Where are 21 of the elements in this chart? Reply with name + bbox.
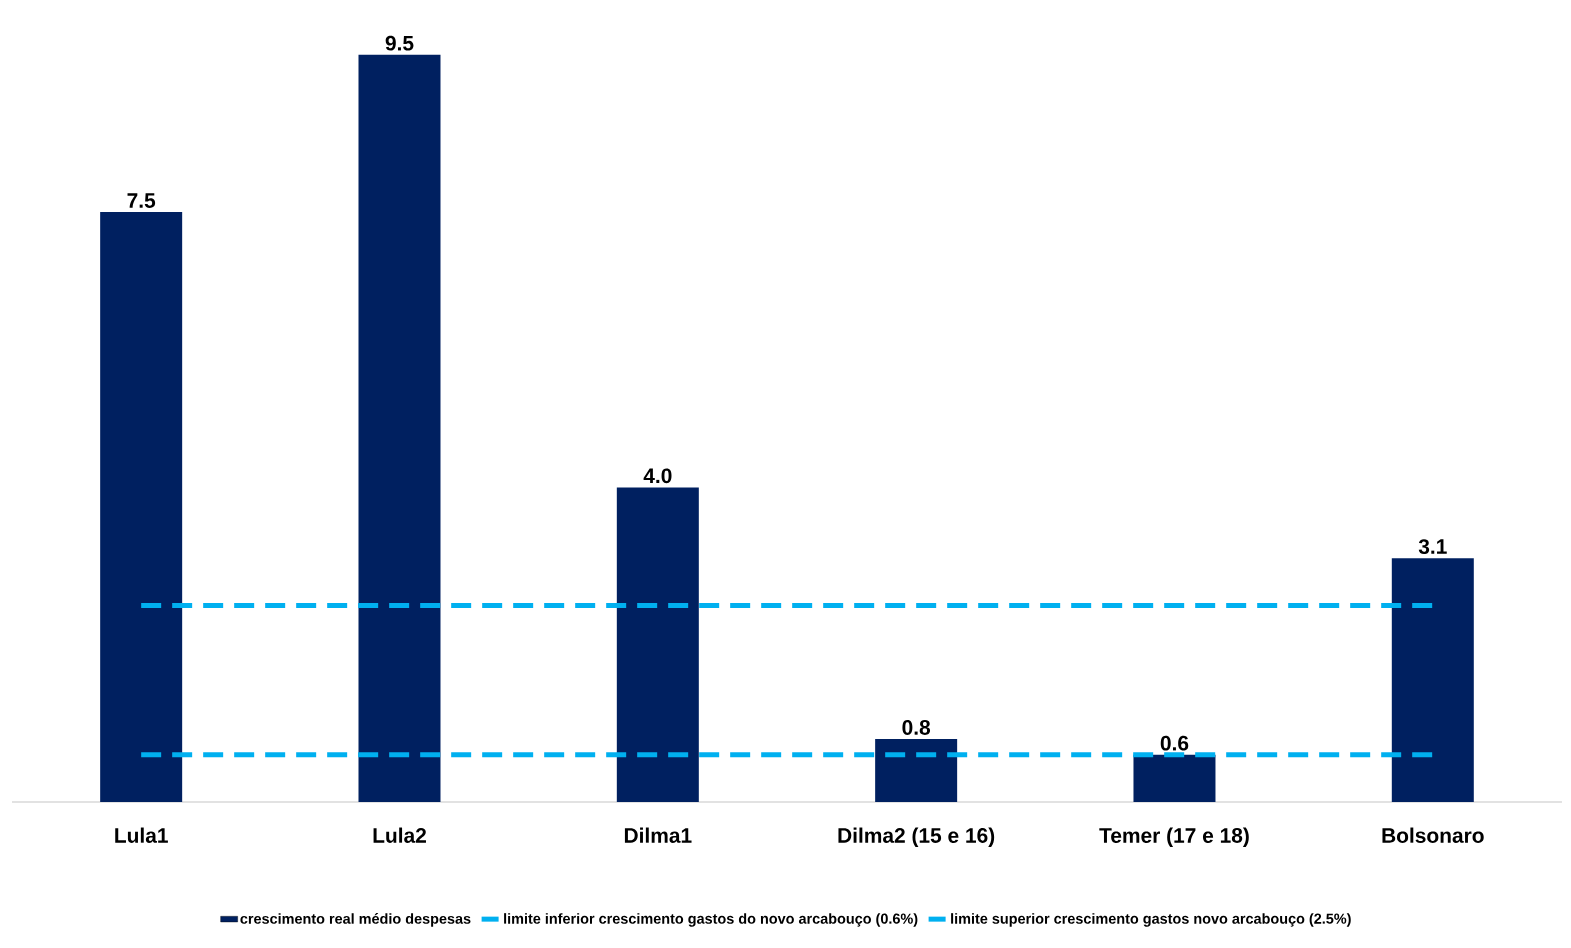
legend-label: limite inferior crescimento gastos do novo arcabouço (0.6%): [504, 913, 918, 927]
data-label: 9.5: [385, 35, 414, 51]
data-label: 0.6: [1160, 735, 1189, 751]
data-label: 7.5: [127, 193, 156, 208]
x-tick-label: Bolsonaro: [1382, 827, 1484, 843]
data-label: 0.8: [902, 720, 931, 735]
bar: [616, 487, 699, 802]
bar: [358, 54, 441, 802]
x-tick-label: Dilma1: [624, 827, 692, 843]
legend-label: crescimento real médio despesas: [240, 913, 471, 927]
data-label: 4.0: [643, 468, 672, 484]
x-tick-label: Lula1: [115, 827, 168, 843]
bar: [1391, 558, 1474, 802]
data-label: 3.1: [1418, 539, 1447, 554]
legend-label: limite superior crescimento gastos novo arcabouço (2.5%): [951, 913, 1351, 927]
bar: [100, 212, 183, 802]
x-tick-label: Lula2: [373, 827, 426, 843]
bar: [875, 739, 958, 802]
bar: [1133, 754, 1216, 802]
x-tick-label: Dilma2 (15 e 16): [838, 827, 995, 848]
x-tick-label: Temer (17 e 18): [1099, 827, 1249, 848]
